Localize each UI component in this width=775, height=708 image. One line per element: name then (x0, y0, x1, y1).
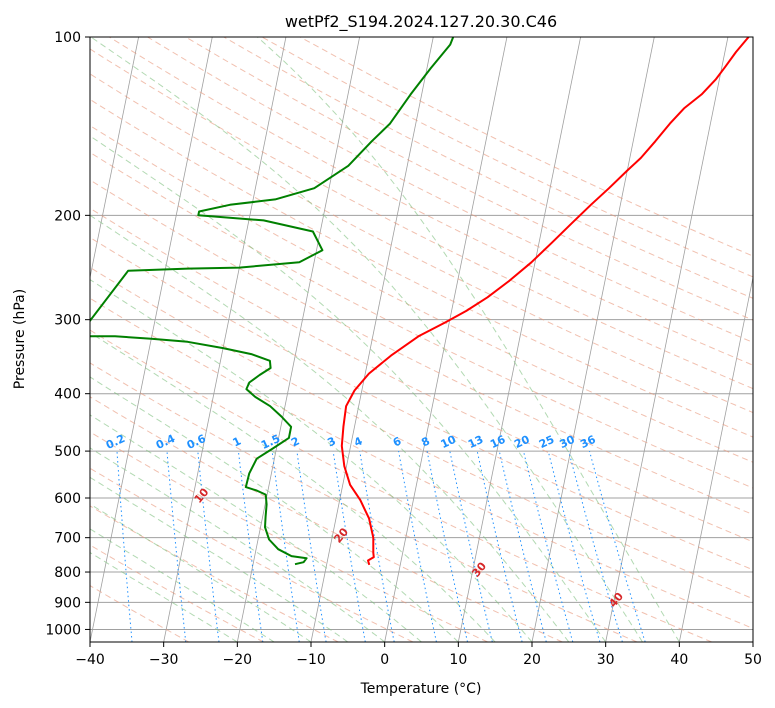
plot-background (90, 37, 753, 642)
x-tick-label: 0 (380, 652, 389, 668)
mixing-ratio-line (332, 451, 366, 642)
isotherm-line (678, 275, 753, 642)
y-tick-label: 200 (54, 208, 81, 224)
moist-adiabat-line (90, 214, 570, 642)
dry-adiabat-line (90, 585, 190, 642)
x-tick-label: −20 (223, 652, 253, 668)
y-tick-label: 300 (54, 313, 81, 329)
moist-adiabat-line (90, 331, 496, 642)
mixing-ratio-line (589, 450, 646, 642)
isotherm-line (531, 37, 655, 642)
y-axis-ticks: 100 200 300 400 500 600 700 800 900 1000 (45, 30, 90, 638)
y-tick-label: 400 (54, 387, 81, 403)
moist-adiabat-line (90, 135, 607, 642)
dry-adiabat-line (90, 266, 753, 600)
dry-adiabat-line (90, 431, 488, 642)
isotherm-line (605, 37, 729, 642)
y-tick-label: 600 (54, 491, 81, 507)
dry-adiabat-line (185, 37, 753, 321)
isotherm-line (457, 37, 581, 642)
mixing-ratio-label: 16 (488, 433, 508, 451)
x-tick-label: 20 (523, 652, 541, 668)
moist-adiabat-line (90, 376, 459, 642)
dry-adiabat-line (90, 125, 753, 463)
data-series (90, 37, 750, 566)
mixing-ratio-line (359, 451, 395, 642)
mixing-ratio-label: 36 (578, 433, 598, 451)
dry-adiabat-line (90, 48, 753, 390)
moist-adiabat-line (90, 279, 533, 642)
y-tick-label: 500 (54, 444, 81, 460)
x-axis-ticks: −40 −30 −20 −10 0 10 20 30 40 50 (75, 642, 762, 668)
y-tick-label: 700 (54, 531, 81, 547)
mixing-ratio-line (296, 451, 327, 642)
isotherm-line (90, 37, 139, 280)
dry-adiabat-line (90, 236, 753, 571)
x-axis-label: Temperature (°C) (360, 681, 482, 697)
y-tick-label: 1000 (45, 622, 81, 638)
x-tick-label: 10 (449, 652, 467, 668)
moist-adiabat-line (90, 476, 349, 642)
x-tick-label: −30 (149, 652, 179, 668)
mixing-ratio-label: 13 (466, 433, 485, 451)
plot-frame (89, 36, 754, 643)
x-tick-label: 30 (597, 652, 615, 668)
moist-adiabat-line (90, 552, 238, 642)
mixing-ratio-line (547, 450, 601, 642)
moist-adiabat-line (90, 447, 385, 642)
temperature-profile (340, 37, 750, 566)
y-tick-label: 100 (54, 30, 81, 46)
isotherm-line (236, 37, 360, 642)
isotherm-line (384, 37, 508, 642)
x-tick-label: −10 (296, 652, 326, 668)
y-axis-label: Pressure (hPa) (12, 289, 28, 389)
dry-adiabat-line (90, 329, 712, 642)
dewpoint-profile (90, 37, 455, 566)
mixing-ratio-line (568, 450, 623, 642)
x-tick-label: −40 (75, 652, 105, 668)
mixing-ratio-line (237, 451, 264, 642)
dry-adiabat-line (90, 362, 638, 642)
mixing-ratio-label: 10 (439, 433, 459, 451)
mixing-ratio-label: 20 (512, 433, 532, 451)
dry-adiabat-line (90, 207, 753, 543)
dry-adiabat-line (90, 297, 753, 629)
moist-adiabat-line (90, 37, 643, 642)
mixing-ratio-line (197, 451, 220, 642)
chart-title: wetPf2_S194.2024.127.20.30.C46 (285, 12, 557, 32)
dry-adiabat-line (223, 37, 753, 299)
y-tick-label: 900 (54, 595, 81, 611)
mixing-ratio-label: 25 (537, 433, 556, 451)
y-tick-label: 800 (54, 565, 81, 581)
mixing-ratio-label: 30 (558, 433, 578, 451)
x-tick-label: 40 (670, 652, 688, 668)
dry-adiabat-line (90, 151, 753, 489)
isotherm-line (163, 37, 287, 642)
dry-adiabat-line (90, 505, 339, 642)
mixing-ratio-line (271, 451, 300, 642)
mixing-ratio-line (116, 451, 133, 642)
moist-adiabat-line (257, 37, 680, 642)
mixing-ratio-line (166, 451, 187, 642)
x-tick-label: 50 (744, 652, 762, 668)
